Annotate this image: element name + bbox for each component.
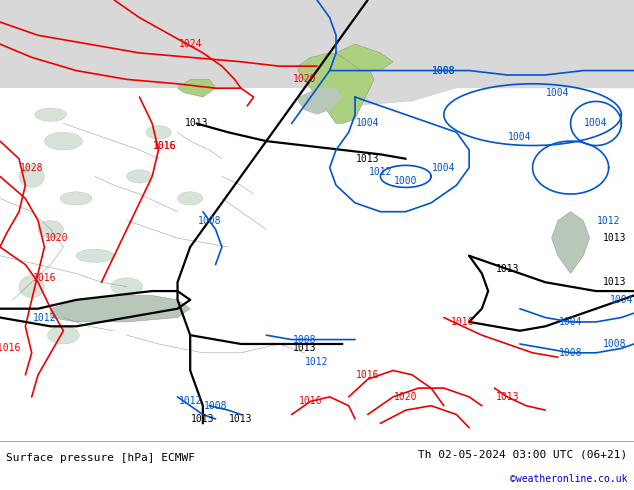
Polygon shape [0,0,634,88]
Text: 1016: 1016 [356,370,380,380]
Text: 1016: 1016 [153,141,177,150]
Text: 1016: 1016 [451,317,475,327]
Polygon shape [298,53,374,123]
Text: 1004: 1004 [584,119,608,128]
Ellipse shape [48,326,79,344]
Ellipse shape [60,192,92,205]
Text: 1012: 1012 [178,396,202,406]
Text: 1016: 1016 [299,396,323,406]
Polygon shape [336,44,393,71]
Text: 1016: 1016 [32,273,56,283]
Text: 1004: 1004 [546,88,570,98]
Text: 1028: 1028 [20,163,44,172]
Text: 1008: 1008 [292,335,316,344]
Text: 1012: 1012 [368,167,392,177]
Text: 1024: 1024 [178,39,202,49]
Text: 1012: 1012 [305,357,329,367]
Text: 1008: 1008 [603,339,627,349]
Ellipse shape [44,132,82,150]
Ellipse shape [19,166,44,187]
Text: 1008: 1008 [432,66,456,75]
Text: 1004: 1004 [356,119,380,128]
Text: 1012: 1012 [597,216,621,225]
Text: 1013: 1013 [292,343,316,353]
Text: 1012: 1012 [32,313,56,322]
Text: Th 02-05-2024 03:00 UTC (06+21): Th 02-05-2024 03:00 UTC (06+21) [418,450,628,460]
Polygon shape [178,79,216,97]
Text: 1020: 1020 [394,392,418,402]
Text: 1008: 1008 [204,401,228,411]
Text: 1013: 1013 [229,414,253,424]
Text: 1004: 1004 [508,132,532,142]
Text: 1020: 1020 [292,74,316,84]
Ellipse shape [111,278,143,295]
Text: Surface pressure [hPa] ECMWF: Surface pressure [hPa] ECMWF [6,453,195,463]
Text: 1004: 1004 [609,295,633,305]
Text: 1013: 1013 [356,154,380,164]
Text: 1013: 1013 [184,119,209,128]
Text: 1016: 1016 [153,141,177,150]
Text: 1008: 1008 [559,348,583,358]
Text: 1013: 1013 [495,264,519,274]
Polygon shape [298,88,342,115]
Text: 1008: 1008 [432,66,456,75]
Polygon shape [552,212,590,273]
Ellipse shape [38,220,63,238]
Text: 1013: 1013 [191,414,215,424]
Text: 1000: 1000 [394,176,418,186]
Ellipse shape [146,125,171,139]
Ellipse shape [76,249,114,263]
Ellipse shape [178,192,203,205]
Text: 1013: 1013 [603,277,627,287]
Polygon shape [298,0,634,106]
Ellipse shape [19,275,44,298]
Text: 1004: 1004 [432,163,456,172]
Text: 1013: 1013 [495,392,519,402]
Polygon shape [51,295,190,322]
Text: 1004: 1004 [559,317,583,327]
Ellipse shape [127,170,152,183]
Ellipse shape [35,108,67,122]
Text: -1016: -1016 [0,343,21,353]
Text: 1013: 1013 [603,233,627,243]
Text: 1008: 1008 [197,216,221,225]
Text: 1020: 1020 [45,233,69,243]
Text: ©weatheronline.co.uk: ©weatheronline.co.uk [510,474,628,484]
